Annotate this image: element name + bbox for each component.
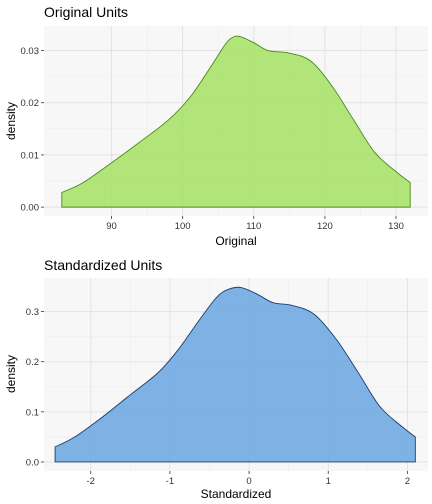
x-axis-title: Original xyxy=(215,234,256,248)
x-axis-ticks: -2 -1 0 1 2 xyxy=(86,471,410,487)
chart-title: Standardized Units xyxy=(44,257,162,273)
x-tick-label: 100 xyxy=(175,221,191,232)
x-tick-label: -1 xyxy=(166,476,174,487)
y-axis-ticks: 0.00 0.01 0.02 0.03 xyxy=(21,46,44,214)
x-axis-title: Standardized xyxy=(201,487,272,501)
y-tick-label: 0.0 xyxy=(26,457,39,468)
x-tick-label: 0 xyxy=(246,476,251,487)
y-tick-label: 0.2 xyxy=(26,357,39,368)
y-axis-title: density xyxy=(4,355,18,393)
x-tick-label: -2 xyxy=(86,476,94,487)
y-tick-label: 0.3 xyxy=(26,307,39,318)
density-curve xyxy=(61,35,411,208)
y-axis-ticks: 0.0 0.1 0.2 0.3 xyxy=(26,307,44,468)
x-tick-label: 120 xyxy=(317,221,333,232)
density-curve xyxy=(54,286,416,463)
x-tick-label: 130 xyxy=(388,221,404,232)
x-axis-ticks: 90 100 110 120 130 xyxy=(106,216,404,232)
y-axis-title: density xyxy=(4,102,18,140)
x-tick-label: 90 xyxy=(106,221,117,232)
chart-title: Original Units xyxy=(44,4,128,20)
x-tick-label: 1 xyxy=(326,476,331,487)
chart-original-units: Original Units 90 100 110 120 130 0.000.010.… xyxy=(4,4,428,248)
y-tick-label: 0.02 xyxy=(21,98,40,109)
density-area xyxy=(61,36,411,208)
x-tick-label: 110 xyxy=(246,221,261,232)
density-area xyxy=(55,287,416,462)
x-tick-label: 2 xyxy=(405,476,410,487)
y-tick-label: 0.00 xyxy=(21,203,40,214)
y-tick-label: 0.03 xyxy=(21,46,40,57)
y-tick-label: 0.01 xyxy=(21,150,40,161)
y-tick-label: 0.1 xyxy=(26,407,39,418)
chart-standardized-units: Standardized Units -2 -1 0 1 2 0.00.10.20.3 … xyxy=(4,257,428,501)
